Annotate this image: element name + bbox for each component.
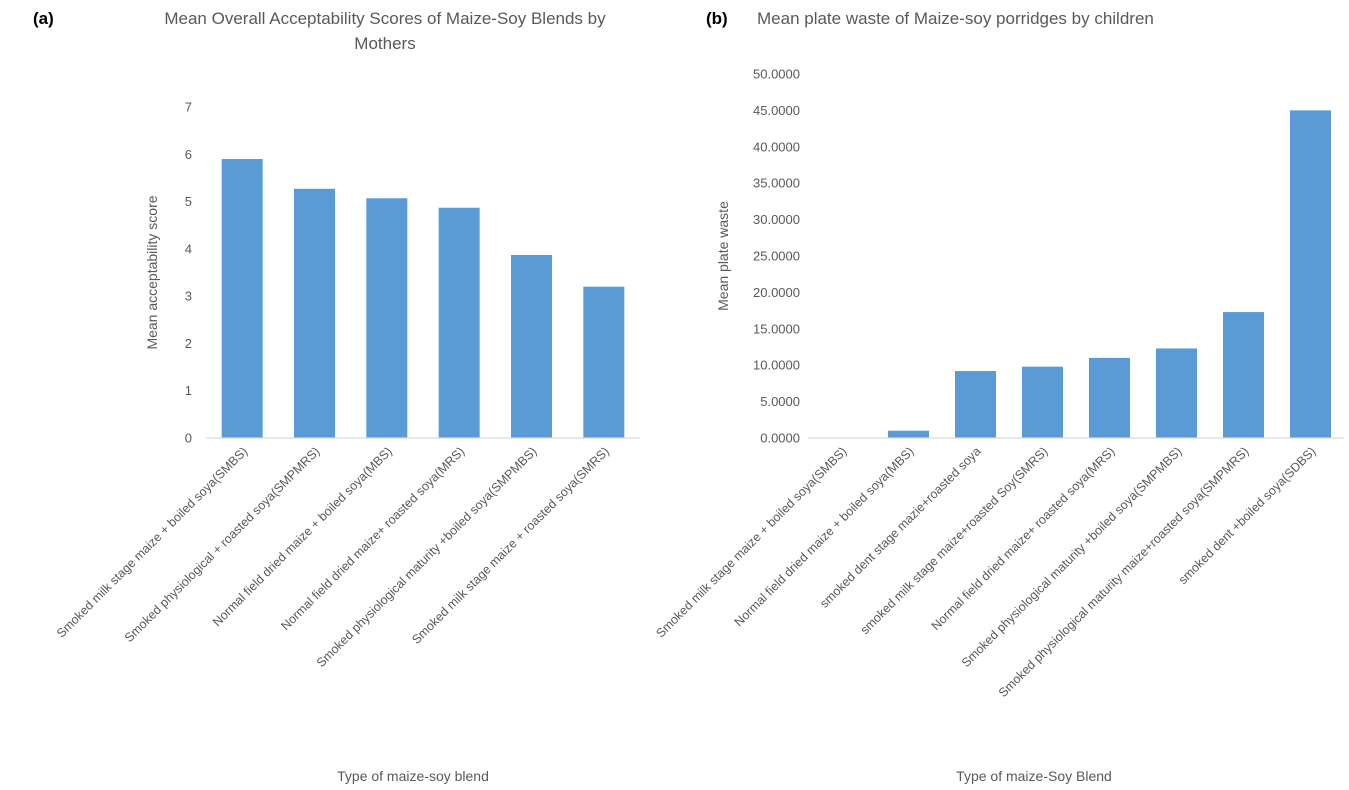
bar-1-3	[1022, 366, 1063, 438]
y-tick-label-0-4: 4	[185, 241, 192, 256]
y-tick-label-0-5: 5	[185, 194, 192, 209]
y-tick-label-0-0: 0	[185, 431, 192, 446]
bar-1-5	[1156, 348, 1197, 438]
y-tick-label-1-8: 40.0000	[753, 139, 800, 154]
y-tick-label-1-1: 5.0000	[760, 394, 800, 409]
y-tick-label-1-10: 50.0000	[753, 67, 800, 82]
y-tick-label-1-2: 10.0000	[753, 358, 800, 373]
y-tick-label-0-3: 3	[185, 289, 192, 304]
y-tick-label-1-6: 30.0000	[753, 212, 800, 227]
bar-1-4	[1089, 357, 1130, 438]
chart-title-0-1: Mothers	[354, 34, 415, 53]
y-tick-label-1-0: 0.0000	[760, 431, 800, 446]
category-label-1-5: Smoked physiological maturity +boiled so…	[959, 444, 1185, 670]
y-tick-label-1-4: 20.0000	[753, 285, 800, 300]
bar-0-4	[511, 255, 552, 438]
x-axis-title-0: Type of maize-soy blend	[337, 768, 489, 784]
y-axis-title-1: Mean plate waste	[715, 201, 731, 311]
y-tick-label-0-6: 6	[185, 147, 192, 162]
y-tick-label-1-3: 15.0000	[753, 321, 800, 336]
x-axis-title-1: Type of maize-Soy Blend	[956, 768, 1112, 784]
bar-0-5	[583, 286, 625, 438]
category-label-1-7: smoked dent +boiled soya(SDBS)	[1176, 444, 1319, 587]
bar-1-1	[888, 430, 929, 438]
bar-0-1	[294, 188, 335, 438]
bar-0-3	[438, 207, 480, 438]
bar-0-0	[221, 159, 263, 438]
y-tick-label-0-1: 1	[185, 383, 192, 398]
y-tick-label-0-7: 7	[185, 100, 192, 115]
bar-1-7	[1290, 110, 1331, 439]
y-tick-label-1-9: 45.0000	[753, 103, 800, 118]
chart-title-1-0: Mean plate waste of Maize-soy porridges …	[757, 9, 1154, 28]
category-label-1-6: Smoked physiological maturity maize+roas…	[996, 444, 1252, 700]
panel-label-0: (a)	[33, 9, 54, 28]
y-axis-title-0: Mean acceptability score	[144, 195, 160, 349]
bar-0-2	[366, 198, 408, 438]
y-tick-label-0-2: 2	[185, 336, 192, 351]
y-tick-label-1-7: 35.0000	[753, 176, 800, 191]
panel-label-1: (b)	[706, 9, 728, 28]
y-tick-label-1-5: 25.0000	[753, 249, 800, 264]
bar-1-2	[955, 371, 996, 438]
bar-1-6	[1223, 312, 1264, 438]
chart-title-0-0: Mean Overall Acceptability Scores of Mai…	[164, 9, 606, 28]
